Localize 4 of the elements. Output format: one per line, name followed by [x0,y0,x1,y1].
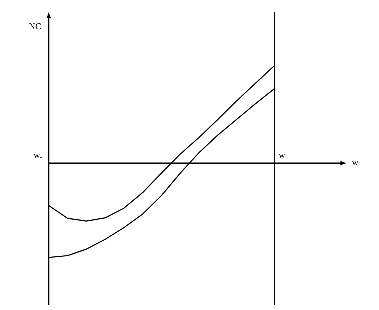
text: w [352,161,359,166]
annotation: w$_{-}$ [34,154,42,158]
text: w$_{+}$ [278,154,288,159]
y-axis-title: NC [29,23,41,30]
